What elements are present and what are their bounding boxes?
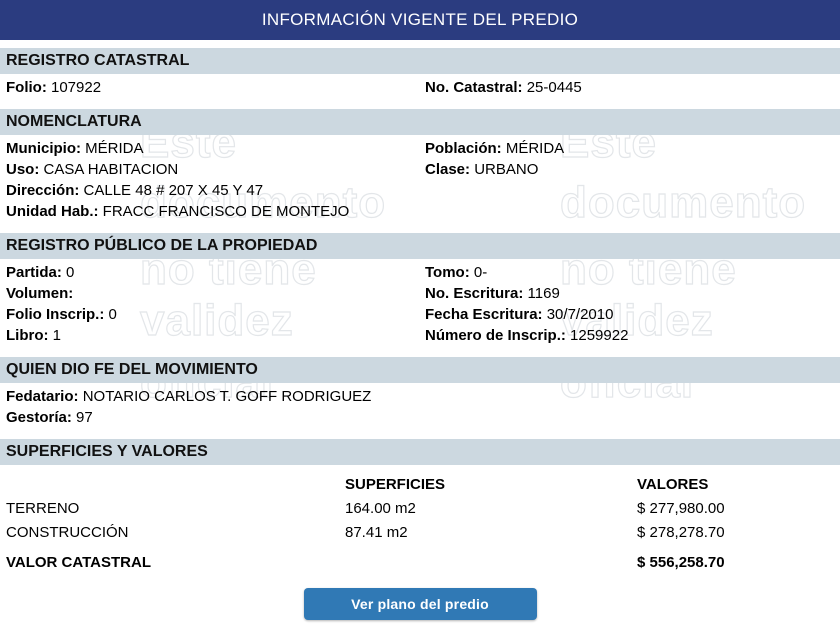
section-body-registro-catastral: Folio: 107922 No. Catastral: 25-0445 (0, 74, 840, 102)
field-label: Dirección: (6, 182, 80, 199)
cell-total-label: VALOR CATASTRAL (6, 554, 151, 571)
column-header-valores: VALORES (637, 476, 709, 493)
field-value: 1169 (527, 285, 560, 302)
field-label: Tomo: (425, 264, 470, 281)
cell-concepto: TERRENO (6, 500, 80, 517)
column-header-superficies: SUPERFICIES (345, 476, 446, 493)
field-folio: Folio: 107922 (6, 77, 101, 98)
cell-superficie: 164.00 m2 (345, 500, 416, 517)
field-label: Folio: (6, 79, 47, 96)
table-header-row: SUPERFICIES VALORES (0, 473, 840, 497)
field-value: 107922 (51, 79, 102, 96)
field-fedatario: Fedatario: NOTARIO CARLOS T. GOFF RODRIG… (6, 386, 371, 407)
document-content: REGISTRO CATASTRAL Folio: 107922 No. Cat… (0, 48, 840, 575)
field-row: Municipio: MÉRIDA Población: MÉRIDA (0, 138, 840, 159)
field-label: Volumen: (6, 285, 74, 302)
field-label: Fedatario: (6, 388, 79, 405)
field-value: 0- (473, 264, 488, 281)
section-body-quien-dio-fe: Fedatario: NOTARIO CARLOS T. GOFF RODRIG… (0, 383, 840, 432)
field-row: Unidad Hab.: FRACC FRANCISCO DE MONTEJO (0, 201, 840, 222)
field-volumen: Volumen: (6, 283, 73, 304)
field-label: Unidad Hab.: (6, 203, 99, 220)
field-value: 0 (66, 264, 75, 281)
table-total-row: VALOR CATASTRAL $ 556,258.70 (0, 551, 840, 575)
field-no-escritura: No. Escritura: 1169 (425, 283, 560, 304)
field-direccion: Dirección: CALLE 48 # 207 X 45 Y 47 (6, 180, 263, 201)
field-value: 25-0445 (526, 79, 582, 96)
field-value: 1259922 (570, 327, 629, 344)
field-value: 1 (52, 327, 62, 344)
field-libro: Libro: 1 (6, 325, 61, 346)
field-row: Dirección: CALLE 48 # 207 X 45 Y 47 (0, 180, 840, 201)
field-value: CALLE 48 # 207 X 45 Y 47 (83, 182, 264, 199)
field-municipio: Municipio: MÉRIDA (6, 138, 144, 159)
field-label: Libro: (6, 327, 49, 344)
footer-actions: Ver plano del predio (0, 588, 840, 620)
field-value: CASA HABITACION (43, 161, 179, 178)
field-label: Gestoría: (6, 409, 72, 426)
field-folio-inscrip: Folio Inscrip.: 0 (6, 304, 117, 325)
section-body-registro-publico: Partida: 0 Tomo: 0- Volumen: No. Escritu… (0, 259, 840, 350)
field-row: Folio Inscrip.: 0 Fecha Escritura: 30/7/… (0, 304, 840, 325)
field-partida: Partida: 0 (6, 262, 74, 283)
field-poblacion: Población: MÉRIDA (425, 138, 564, 159)
field-row: Fedatario: NOTARIO CARLOS T. GOFF RODRIG… (0, 386, 840, 407)
table-row: TERRENO 164.00 m2 $ 277,980.00 (0, 497, 840, 521)
field-clase: Clase: URBANO (425, 159, 538, 180)
page-title-bar: INFORMACIÓN VIGENTE DEL PREDIO (0, 0, 840, 40)
field-label: Partida: (6, 264, 62, 281)
field-value: NOTARIO CARLOS T. GOFF RODRIGUEZ (82, 388, 372, 405)
field-no-catastral: No. Catastral: 25-0445 (425, 77, 582, 98)
cell-concepto: CONSTRUCCIÓN (6, 524, 129, 541)
cell-valor: $ 278,278.70 (637, 524, 725, 541)
field-value: MÉRIDA (505, 140, 565, 157)
field-row: Uso: CASA HABITACION Clase: URBANO (0, 159, 840, 180)
field-numero-inscrip: Número de Inscrip.: 1259922 (425, 325, 628, 346)
field-row: Gestoría: 97 (0, 407, 840, 428)
field-value: FRACC FRANCISCO DE MONTEJO (102, 203, 350, 220)
field-row: Partida: 0 Tomo: 0- (0, 262, 840, 283)
section-header-registro-publico: REGISTRO PÚBLICO DE LA PROPIEDAD (0, 233, 840, 259)
field-label: Número de Inscrip.: (425, 327, 566, 344)
field-label: Población: (425, 140, 502, 157)
ver-plano-del-predio-button[interactable]: Ver plano del predio (303, 588, 537, 620)
field-row: Folio: 107922 No. Catastral: 25-0445 (0, 77, 840, 98)
field-value: URBANO (474, 161, 539, 178)
field-fecha-escritura: Fecha Escritura: 30/7/2010 (425, 304, 613, 325)
field-label: No. Catastral: (425, 79, 523, 96)
field-label: Folio Inscrip.: (6, 306, 105, 323)
cell-superficie: 87.41 m2 (345, 524, 408, 541)
field-label: Uso: (6, 161, 40, 178)
page-title: INFORMACIÓN VIGENTE DEL PREDIO (261, 10, 579, 29)
section-header-registro-catastral: REGISTRO CATASTRAL (0, 48, 840, 74)
field-row: Volumen: No. Escritura: 1169 (0, 283, 840, 304)
field-label: No. Escritura: (425, 285, 524, 302)
section-body-nomenclatura: Municipio: MÉRIDA Población: MÉRIDA Uso:… (0, 135, 840, 226)
field-label: Fecha Escritura: (425, 306, 543, 323)
field-value: MÉRIDA (85, 140, 144, 157)
field-value: 0 (108, 306, 117, 323)
field-unidad-hab: Unidad Hab.: FRACC FRANCISCO DE MONTEJO (6, 201, 349, 222)
field-value: 30/7/2010 (546, 306, 614, 323)
table-row: CONSTRUCCIÓN 87.41 m2 $ 278,278.70 (0, 521, 840, 545)
field-label: Clase: (425, 161, 471, 178)
cell-valor: $ 277,980.00 (637, 500, 725, 517)
section-header-quien-dio-fe: QUIEN DIO FE DEL MOVIMIENTO (0, 357, 840, 383)
field-row: Libro: 1 Número de Inscrip.: 1259922 (0, 325, 840, 346)
field-tomo: Tomo: 0- (425, 262, 487, 283)
field-gestoria: Gestoría: 97 (6, 407, 93, 428)
section-header-superficies-valores: SUPERFICIES Y VALORES (0, 439, 840, 465)
field-label: Municipio: (6, 140, 81, 157)
field-value: 97 (76, 409, 93, 426)
section-header-nomenclatura: NOMENCLATURA (0, 109, 840, 135)
cell-total-valor: $ 556,258.70 (637, 554, 725, 571)
field-uso: Uso: CASA HABITACION (6, 159, 178, 180)
superficies-valores-table: SUPERFICIES VALORES TERRENO 164.00 m2 $ … (0, 473, 840, 575)
